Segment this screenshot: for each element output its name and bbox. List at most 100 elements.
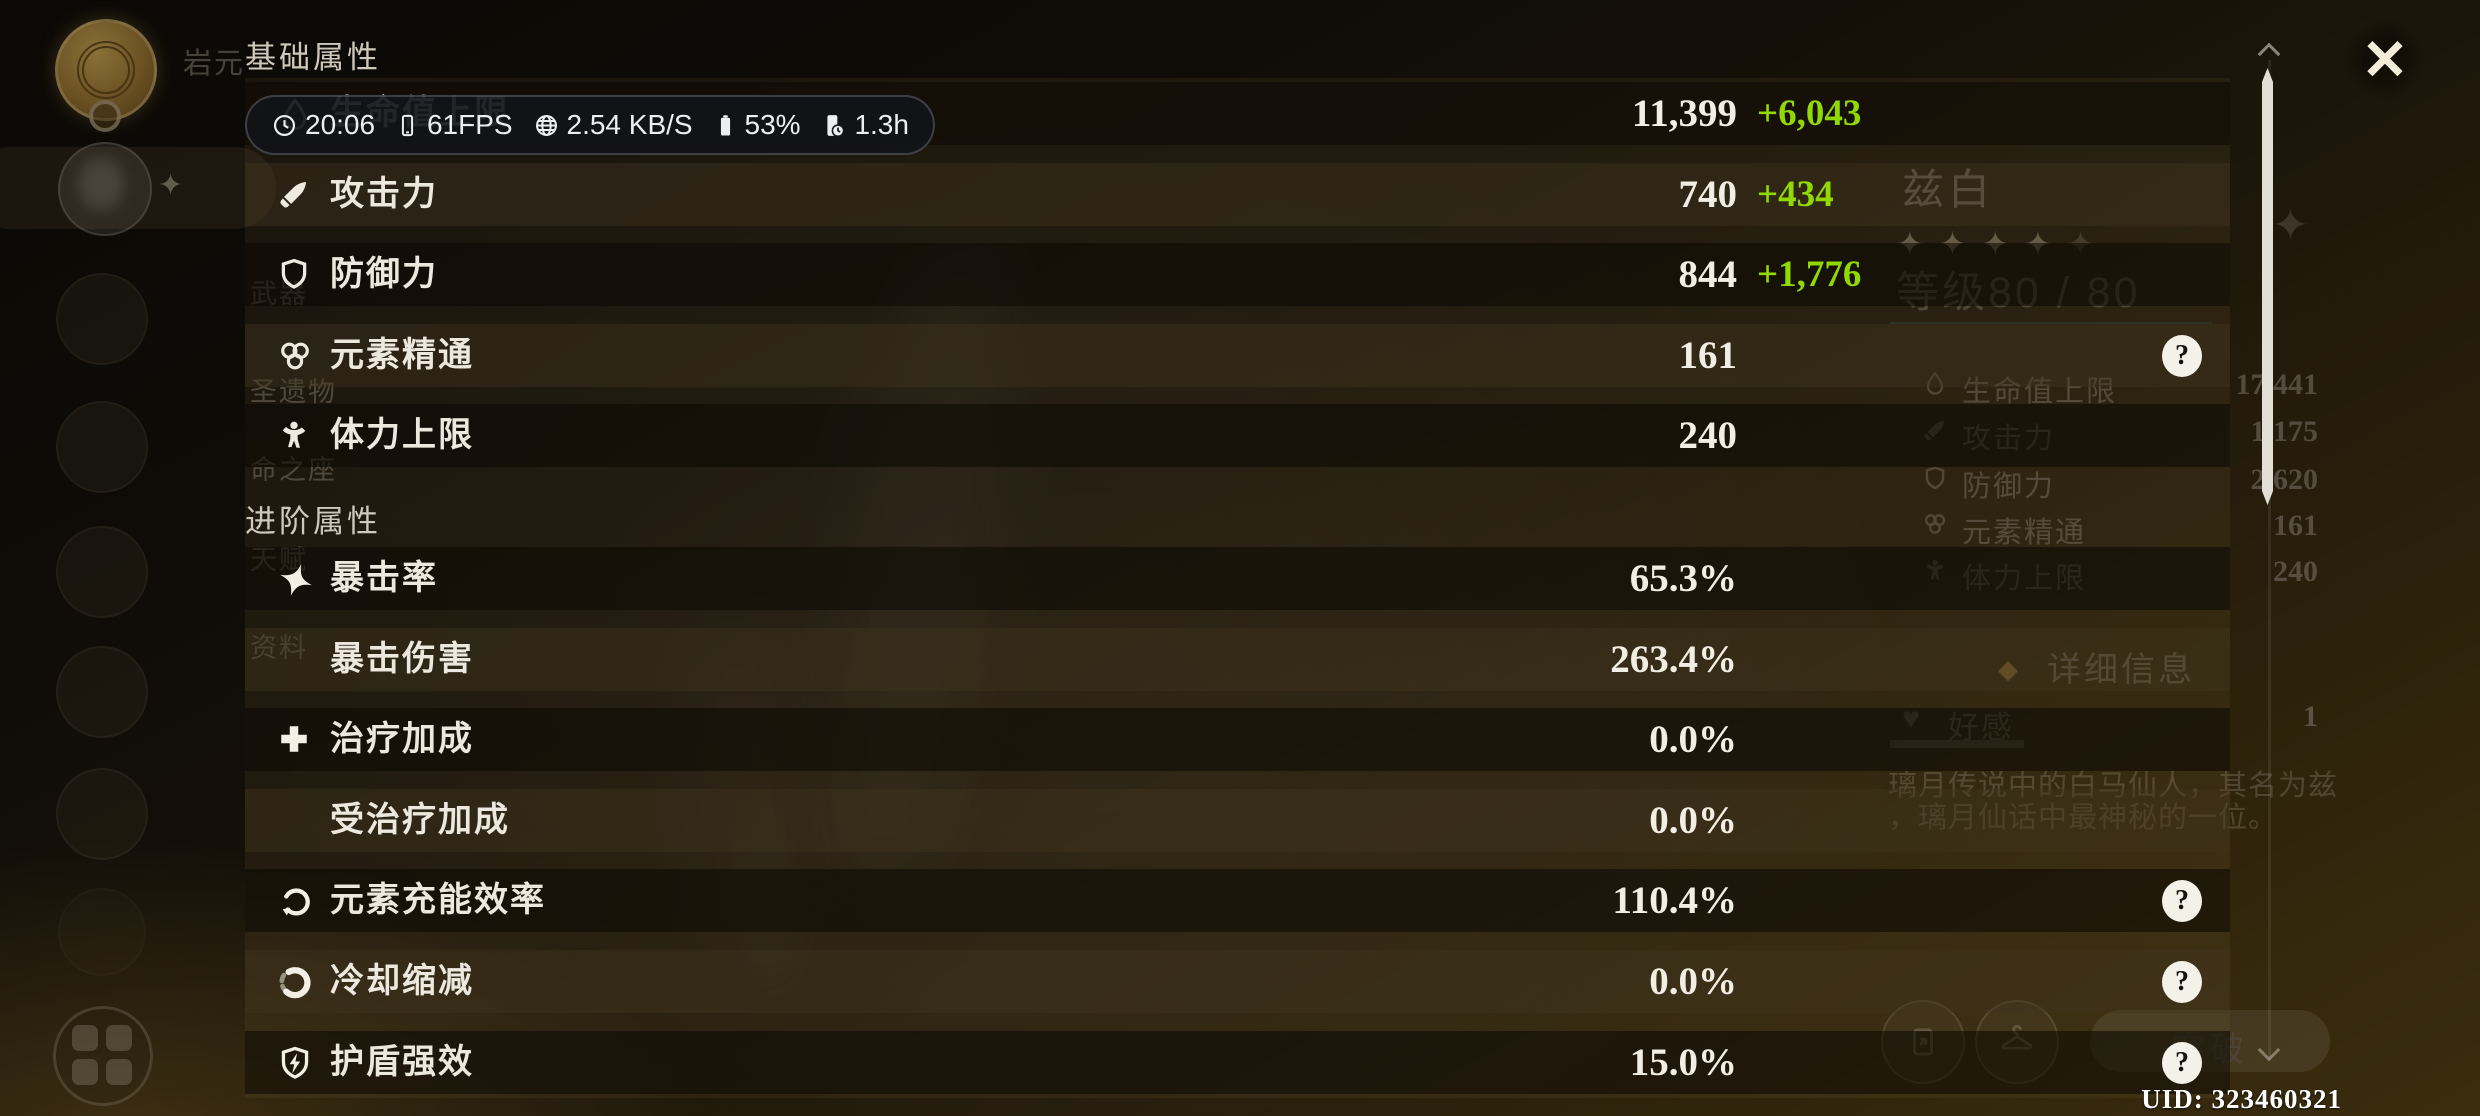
- sidebar-avatar: [56, 401, 148, 493]
- divider: [1890, 322, 2212, 324]
- stat-label: 护盾强效: [330, 1043, 474, 1081]
- stat-bonus: +1,776: [1757, 254, 1862, 295]
- stat-value: 0.0%: [1649, 960, 1737, 1003]
- bg-stat-label: 生命值上限: [1962, 376, 2118, 408]
- bg-stat-row: 防御力 2,620: [1922, 463, 2320, 503]
- stat-label: 元素充能效率: [330, 881, 546, 919]
- stat-label: 防御力: [330, 255, 438, 293]
- status-battery: 53%: [713, 109, 801, 141]
- stat-value: 0.0%: [1649, 799, 1737, 842]
- help-icon[interactable]: ?: [2162, 335, 2202, 377]
- stat-row-energy-recharge: 元素充能效率 110.4% ?: [245, 869, 2230, 932]
- stat-value: 240: [1678, 414, 1738, 457]
- healing-bonus-icon: [277, 722, 313, 758]
- emblem-ring-icon: [89, 100, 121, 132]
- performance-overlay-bar: 20:06 61FPS 2.54 KB/S 53% 1.3h: [245, 95, 935, 155]
- phone-icon: [401, 114, 414, 136]
- status-battery-time: 1.3h: [820, 109, 909, 141]
- sidebar-avatar-selected: [58, 142, 152, 236]
- stat-value: 11,399: [1631, 92, 1737, 135]
- character-description-line1: 璃月传说中的白马仙人，其名为兹白: [1888, 770, 2340, 802]
- energy-recharge-icon: [277, 883, 313, 919]
- sidebar-avatar: [56, 273, 148, 365]
- element-emblem-icon: [55, 19, 157, 121]
- bg-stat-value: 17,441: [2235, 368, 2319, 401]
- stat-label: 冷却缩减: [330, 962, 474, 1000]
- stat-row-def: 防御力 844 +1,776: [245, 243, 2230, 306]
- bg-stat-row: 元素精通 161: [1922, 509, 2320, 549]
- stat-label: 体力上限: [330, 416, 474, 454]
- stat-label: 攻击力: [330, 175, 438, 213]
- friendship-value: 1: [2303, 700, 2318, 733]
- uid-text: UID: 323460321: [2141, 1084, 2342, 1114]
- stat-row-max-stamina: 体力上限 240: [245, 404, 2230, 467]
- stat-value: 844: [1678, 253, 1738, 296]
- stat-label: 受治疗加成: [330, 801, 510, 839]
- stat-row-incoming-healing-bonus: 受治疗加成 0.0%: [245, 789, 2230, 852]
- bg-stat-label: 元素精通: [1962, 517, 2087, 549]
- elemental-mastery-icon: [277, 338, 313, 374]
- defense-shield-icon: [277, 257, 313, 293]
- bg-stat-value: 1,175: [2250, 415, 2319, 448]
- stat-value: 161: [1678, 334, 1738, 377]
- diamond-icon: ◆: [1998, 654, 2021, 684]
- status-time: 20:06: [271, 109, 375, 141]
- bg-stat-row: 生命值上限 17,441: [1922, 368, 2320, 408]
- stat-row-crit-rate: 暴击率 65.3%: [245, 547, 2230, 610]
- sidebar-avatar: [56, 526, 148, 618]
- stat-value: 263.4%: [1610, 638, 1737, 681]
- help-icon[interactable]: ?: [2162, 880, 2202, 922]
- stat-value: 0.0%: [1649, 718, 1737, 761]
- hp-droplet-icon: [1926, 371, 1944, 395]
- bg-stat-value: 2,620: [2250, 463, 2319, 496]
- sidebar-avatar: [58, 888, 146, 976]
- background-corner-text: 岩元: [183, 48, 246, 80]
- status-fps: 61FPS: [395, 109, 513, 141]
- cooldown-icon: [277, 964, 313, 1000]
- stat-label: 暴击率: [330, 559, 438, 597]
- help-icon[interactable]: ?: [2162, 1042, 2202, 1084]
- phone-clock-icon: [827, 114, 845, 137]
- stat-label: 治疗加成: [330, 720, 474, 758]
- stat-value: 740: [1678, 173, 1738, 216]
- bg-stat-value: 240: [2273, 555, 2318, 588]
- section-title-basic: 基础属性: [245, 40, 381, 75]
- sparkle-icon: ✦: [2272, 201, 2309, 250]
- stat-value: 65.3%: [1629, 557, 1737, 600]
- bg-stat-value: 161: [2273, 509, 2318, 542]
- stat-row-cd-reduction: 冷却缩减 0.0% ?: [245, 950, 2230, 1013]
- background-tab-profile: 资料: [250, 633, 308, 663]
- stat-row-elemental-mastery: 元素精通 161 ?: [245, 324, 2230, 387]
- stat-bonus: +434: [1757, 174, 1834, 215]
- battery-icon: [720, 114, 730, 135]
- elemental-mastery-icon: [1924, 514, 1946, 534]
- defense-shield-icon: [1925, 466, 1945, 490]
- close-button[interactable]: ✕: [2345, 20, 2425, 100]
- stat-row-shield-strength: 护盾强效 15.0% ?: [245, 1031, 2230, 1094]
- background-tab-artifacts: 圣遗物: [250, 377, 337, 407]
- stat-bonus: +6,043: [1757, 93, 1862, 134]
- shield-strength-icon: [277, 1045, 313, 1081]
- sidebar-avatar: [56, 768, 148, 860]
- status-network: 2.54 KB/S: [533, 109, 693, 141]
- section-title-advanced: 进阶属性: [245, 504, 381, 539]
- character-description-line2: ，璃月仙话中最神秘的一位。: [1888, 802, 2279, 834]
- stat-label: 元素精通: [330, 336, 474, 374]
- bg-stat-label: 防御力: [1962, 471, 2056, 503]
- close-icon: ✕: [2361, 28, 2409, 91]
- stat-row-crit-dmg: 暴击伤害 263.4%: [245, 628, 2230, 691]
- details-header: ◆ 详细信息: [1998, 651, 2195, 689]
- sparkle-icon: ✦: [158, 169, 184, 202]
- stat-value: 110.4%: [1612, 879, 1737, 922]
- character-list-grid-button: [53, 1006, 153, 1106]
- help-icon[interactable]: ?: [2162, 961, 2202, 1003]
- stat-row-atk: 攻击力 740 +434: [245, 163, 2230, 226]
- stat-label: 暴击伤害: [330, 640, 474, 678]
- scrollbar-thumb[interactable]: [2262, 68, 2273, 505]
- stat-value: 15.0%: [1629, 1041, 1737, 1084]
- crit-rate-icon: [277, 561, 313, 597]
- stamina-icon: [277, 418, 313, 454]
- stat-row-healing-bonus: 治疗加成 0.0%: [245, 708, 2230, 771]
- scrollbar-track[interactable]: [2268, 60, 2271, 1060]
